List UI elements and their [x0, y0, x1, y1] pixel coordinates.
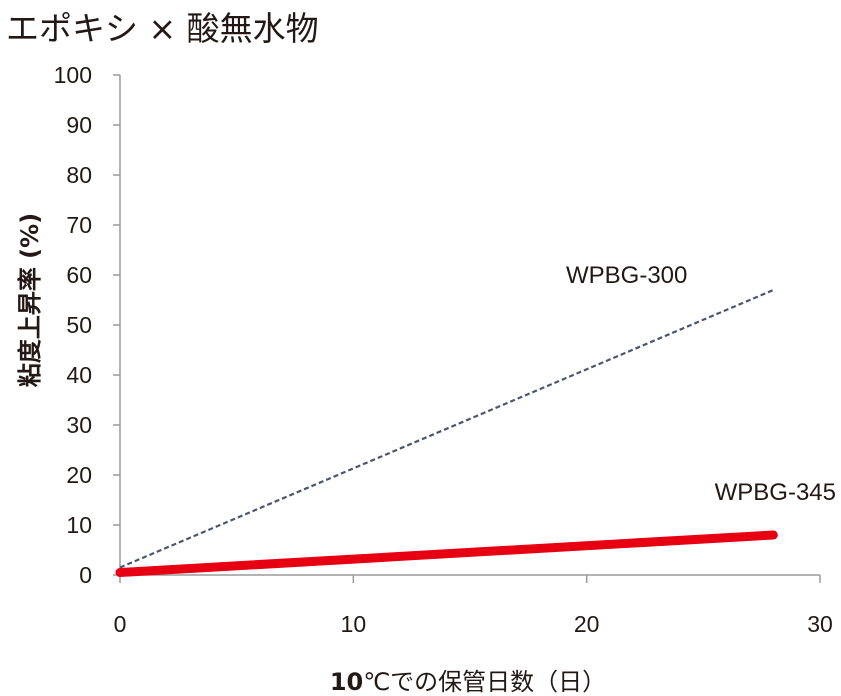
y-tick-label: 100 [54, 62, 92, 88]
y-tick-label: 0 [79, 562, 92, 588]
y-tick-label: 30 [66, 412, 92, 438]
series-line-1 [119, 288, 774, 569]
y-tick-label: 90 [66, 112, 92, 138]
x-tick-label: 0 [114, 611, 127, 637]
y-ticks: 0 10 20 30 40 50 60 70 80 90 100 [54, 62, 120, 588]
series-label-1: WPBG-300 [566, 262, 687, 289]
y-tick-label: 10 [66, 512, 92, 538]
y-tick-label: 50 [66, 312, 92, 338]
x-tick-label: 30 [807, 611, 833, 637]
y-tick-label: 60 [66, 262, 92, 288]
x-axis-label-bold: 10 [330, 668, 363, 696]
x-axis-label: 10℃での保管日数（日） [330, 668, 606, 696]
series-group: WPBG-300 WPBG-345 [115, 262, 836, 577]
series-label-2: WPBG-345 [715, 479, 836, 506]
y-tick-label: 40 [66, 362, 92, 388]
x-ticks: 0 10 20 30 [114, 575, 833, 637]
y-tick-label: 80 [66, 162, 92, 188]
x-axis-label-rest: ℃での保管日数（日） [363, 668, 606, 696]
x-tick-label: 10 [341, 611, 367, 637]
y-axis-label: 粘度上昇率 (%) [16, 213, 44, 387]
series-line-2 [115, 530, 778, 577]
y-tick-label: 70 [66, 212, 92, 238]
y-tick-label: 20 [66, 462, 92, 488]
chart-title: エポキシ × 酸無水物 [6, 9, 319, 48]
x-tick-label: 20 [574, 611, 600, 637]
